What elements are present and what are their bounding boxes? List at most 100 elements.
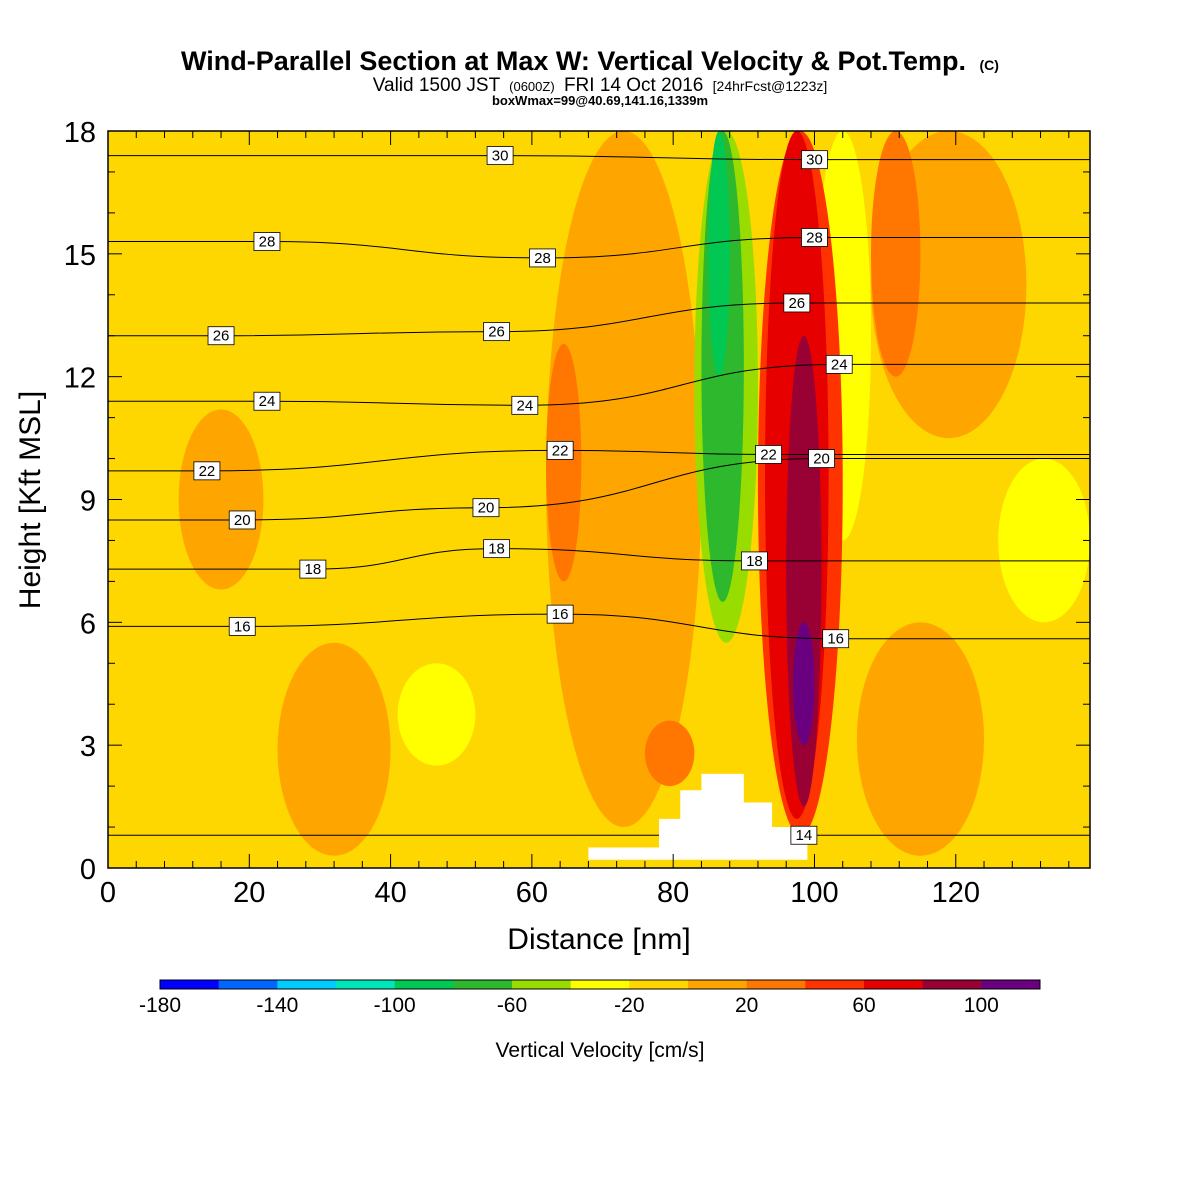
contour-label-text: 20 [234,512,251,529]
y-tick-label: 15 [64,240,96,272]
colorbar-tick-label: -100 [374,994,416,1017]
contour-label-text: 28 [806,229,823,246]
contour-label: 26 [207,326,235,346]
contour-label-text: 16 [552,606,569,623]
contour-label-text: 28 [534,250,551,267]
contour-label: 24 [825,354,853,374]
contour-label: 18 [741,551,768,571]
colorbar-swatch [512,980,572,989]
y-tick-label: 0 [80,854,96,886]
contour-label: 28 [801,228,828,247]
colorbar-tick-label: 100 [964,994,999,1017]
y-tick-labels: 0 3 6 9 12 15 18 [64,117,96,886]
velocity-region [856,622,985,856]
y-tick-label: 12 [64,363,96,395]
contour-label-text: 26 [488,324,505,341]
contour-label-text: 20 [813,451,830,468]
velocity-region [546,131,702,828]
contour-label-text: 16 [234,618,251,635]
theta-contour-line [108,363,1090,406]
contour-label: 24 [253,391,281,411]
velocity-region [793,622,815,746]
contour-label: 18 [299,559,327,579]
colorbar-swatch [277,980,337,989]
velocity-region [546,343,582,582]
x-tick-label: 20 [233,877,265,909]
contour-label: 16 [546,604,574,624]
colorbar-tick-label: 20 [735,994,758,1017]
contour-label: 16 [822,629,850,649]
y-tick-label: 9 [80,486,96,518]
theta-contour-line [108,548,1090,570]
contour-label-text: 24 [831,356,848,373]
contour-label: 20 [472,498,500,518]
colorbar-tick-label: -20 [614,994,644,1017]
contour-label: 22 [193,461,221,481]
contour-label: 20 [808,449,835,468]
contour-label: 30 [486,146,514,165]
colorbar-tick-label: -180 [139,994,181,1017]
contour-label-text: 22 [760,446,777,463]
contour-labels: 14 16 16 16 18 18 18 20 20 20 22 22 22 24 24 24 26 26 26 28… [193,146,853,845]
x-tick-labels: 0 20 40 60 80 100 120 [100,877,980,909]
colorbar-swatch [981,980,1041,989]
y-axis-label: Height [Kft MSL] [14,391,47,609]
x-axis-label: Distance [nm] [507,923,690,956]
contour-label: 18 [483,539,510,559]
contour-label-text: 18 [305,561,322,578]
chart-subtitle: Valid 1500 JST (0600Z) FRI 14 Oct 2016 [… [373,75,828,96]
contour-label-text: 26 [788,295,805,312]
theta-contour-line [108,155,1090,161]
velocity-region [178,409,264,590]
terrain-mask [588,773,808,860]
x-tick-label: 0 [100,877,116,909]
colorbar-swatch [453,980,513,989]
colorbar-swatch [570,980,630,989]
contour-label-text: 30 [806,152,823,169]
colorbar-swatch [864,980,924,989]
contour-label-text: 28 [259,234,276,251]
x-tick-label: 40 [374,877,406,909]
colorbar [159,979,1041,990]
velocity-region [644,720,695,787]
contour-label-text: 22 [199,463,216,480]
colorbar-labels: -180 -140 -100 -60 -20 20 60 100 [139,994,999,1017]
y-tick-label: 18 [64,117,96,149]
velocity-region [397,663,476,766]
x-tick-label: 60 [516,877,548,909]
contour-label: 22 [546,440,574,460]
contour-label-text: 24 [516,397,533,414]
colorbar-swatch [688,980,748,989]
contour-label: 24 [511,395,539,415]
colorbar-swatch [922,980,982,989]
colorbar-swatch [218,980,278,989]
contour-label: 22 [755,445,782,464]
contour-label: 26 [783,293,811,313]
colorbar-tick-label: -140 [256,994,298,1017]
contour-label-text: 18 [746,553,763,570]
velocity-region [277,642,391,856]
contour-label-text: 30 [492,148,509,165]
theta-contour-line [108,236,1090,259]
contour-label: 14 [790,825,818,845]
colorbar-tick-label: 60 [852,994,875,1017]
y-tick-label: 3 [80,731,96,763]
contour-label: 16 [228,617,256,636]
colorbar-swatch [746,980,806,989]
contour-label: 30 [801,150,828,170]
contour-label-text: 26 [213,328,230,345]
colorbar-swatch [336,980,396,989]
colorbar-swatch [394,980,454,989]
box-wmax-note: boxWmax=99@40.69,141.16,1339m [492,93,708,108]
velocity-region [708,131,730,377]
contour-label-text: 14 [796,827,813,844]
x-tick-label: 120 [932,877,980,909]
velocity-region [998,458,1090,623]
contour-label-text: 16 [827,631,844,648]
colorbar-swatch [160,980,220,989]
vertical-velocity-shading [178,131,1090,856]
contour-label-text: 24 [259,393,276,410]
colorbar-swatch [805,980,865,989]
contour-label: 26 [483,322,510,342]
